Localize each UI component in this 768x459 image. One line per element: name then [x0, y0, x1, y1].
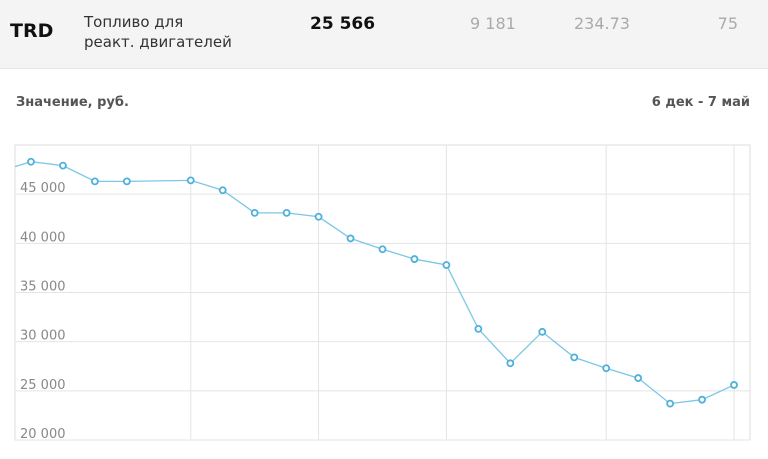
point [378, 245, 387, 254]
point [27, 157, 35, 166]
point [250, 208, 259, 217]
name-line: Топливо для [84, 13, 184, 31]
point [186, 176, 195, 185]
line [14, 161, 735, 405]
point [122, 177, 131, 186]
point [314, 212, 323, 221]
ticker: TRD [10, 20, 54, 42]
point [218, 186, 227, 195]
date-range[interactable]: 6 дек - 7 май [652, 95, 750, 110]
point [59, 161, 67, 170]
y-tick-label: 25 000 [20, 378, 66, 393]
point [698, 395, 706, 404]
cell: 75 [717, 14, 738, 33]
point [666, 399, 675, 408]
point [570, 353, 579, 362]
point [730, 381, 738, 389]
y-tick-label: 40 000 [20, 230, 66, 245]
point [602, 364, 611, 373]
y-tick-label: 45 000 [20, 181, 66, 196]
point [538, 327, 547, 336]
cell: 234.73 [574, 14, 630, 33]
name-line: реакт. двигателей [84, 33, 232, 51]
quote-row[interactable]: TRD Топливо для реакт. двигателей 25 566 … [0, 0, 768, 69]
cell: 9 181 [470, 14, 516, 33]
point [282, 208, 291, 217]
price: 25 566 [310, 14, 376, 34]
chart-title: Значение, руб. [16, 95, 129, 110]
point [346, 234, 355, 243]
point [634, 374, 643, 382]
y-tick-label: 20 000 [20, 427, 66, 442]
point [506, 359, 515, 368]
point [410, 255, 419, 263]
name: Топливо для реакт. двигателей [84, 12, 232, 52]
point [442, 261, 451, 269]
point [474, 324, 483, 333]
point [90, 177, 99, 186]
y-tick-label: 35 000 [20, 280, 66, 295]
y-tick-label: 30 000 [20, 329, 66, 344]
